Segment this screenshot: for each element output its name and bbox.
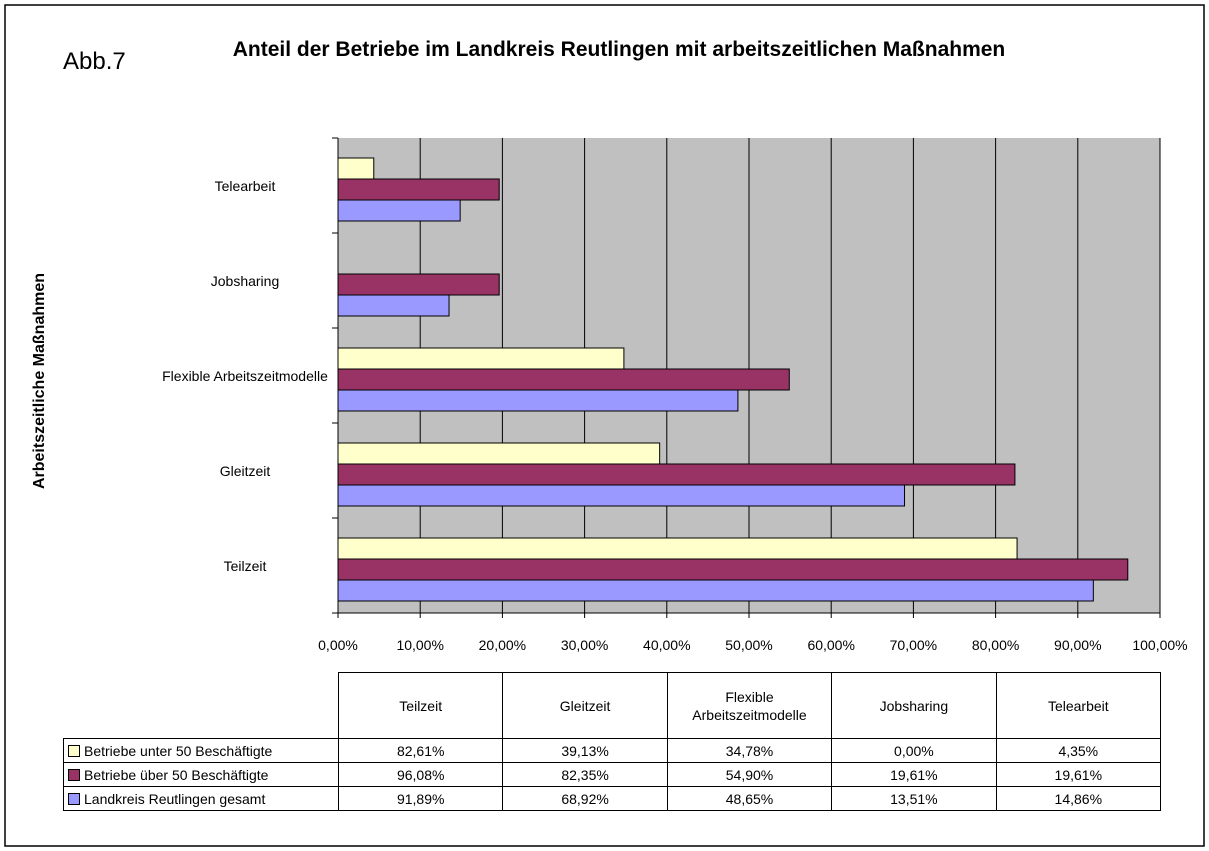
bar	[337, 463, 1016, 486]
table-value: 4,35%	[995, 738, 1161, 763]
x-tick-label: 30,00%	[560, 637, 609, 653]
table-value: 82,61%	[338, 738, 504, 763]
bar	[337, 368, 790, 391]
x-tick-label: 10,00%	[396, 637, 444, 653]
bar	[337, 389, 739, 412]
bar	[337, 199, 461, 222]
table-value: 96,08%	[338, 762, 504, 787]
table-value: 14,86%	[995, 786, 1161, 811]
bar	[337, 157, 375, 180]
bar	[337, 579, 1094, 602]
table-value: 91,89%	[338, 786, 504, 811]
legend-key	[68, 792, 80, 805]
table-header: Gleitzeit	[502, 672, 668, 739]
bar	[337, 442, 661, 465]
y-tick-label: Teilzeit	[223, 557, 267, 574]
annotation: Abb.7	[63, 48, 126, 75]
legend-key	[68, 744, 80, 757]
table-value: 19,61%	[995, 762, 1161, 787]
chart-title: Anteil der Betriebe im Landkreis Reutlin…	[232, 38, 1006, 61]
legend-entry: Betriebe unter 50 Beschäftigte	[63, 738, 339, 763]
x-tick-label: 80,00%	[971, 637, 1020, 653]
legend-key	[68, 768, 80, 781]
x-tick-label: 0,00%	[318, 637, 358, 653]
table-value: 0,00%	[831, 738, 997, 763]
table-value: 54,90%	[666, 762, 833, 787]
table-header: Teilzeit	[338, 672, 504, 739]
legend-entry: Betriebe über 50 Beschäftigte	[63, 762, 339, 787]
x-tick-label: 50,00%	[725, 637, 773, 653]
table-value: 48,65%	[666, 786, 833, 811]
x-tick-label: 40,00%	[643, 637, 691, 653]
bar	[337, 178, 500, 201]
bar	[337, 484, 906, 507]
table-value: 13,51%	[831, 786, 997, 811]
y-axis-label: Arbeitszeitliche Maßnahmen	[31, 272, 48, 490]
chart-border	[4, 4, 1205, 847]
bar	[337, 537, 1018, 560]
y-tick-label: Gleitzeit	[219, 462, 271, 479]
legend-label: Landkreis Reutlingen gesamt	[84, 790, 266, 807]
x-tick-label: 60,00%	[807, 637, 855, 653]
legend-label: Betriebe über 50 Beschäftigte	[84, 766, 269, 783]
bar	[337, 273, 500, 296]
legend-label: Betriebe unter 50 Beschäftigte	[84, 742, 273, 759]
bar	[337, 294, 450, 317]
table-value: 68,92%	[502, 786, 668, 811]
table-value: 19,61%	[831, 762, 997, 787]
bar	[337, 558, 1129, 581]
x-tick-label: 90,00%	[1054, 637, 1102, 653]
y-tick-label: Telearbeit	[214, 177, 276, 194]
table-header: Flexible Arbeitszeitmodelle	[666, 672, 833, 739]
legend-entry: Landkreis Reutlingen gesamt	[63, 786, 339, 811]
x-tick-label: 20,00%	[478, 637, 527, 653]
bar	[337, 347, 625, 370]
y-tick-label: Flexible Arbeitszeitmodelle	[162, 367, 328, 384]
table-value: 34,78%	[666, 738, 833, 763]
table-header: Telearbeit	[995, 672, 1161, 739]
y-tick-label: Jobsharing	[210, 272, 280, 289]
x-tick-label: 70,00%	[889, 637, 938, 653]
table-header: Jobsharing	[831, 672, 997, 739]
x-tick-label: 100,00%	[1132, 637, 1188, 653]
table-value: 82,35%	[502, 762, 668, 787]
table-value: 39,13%	[502, 738, 668, 763]
